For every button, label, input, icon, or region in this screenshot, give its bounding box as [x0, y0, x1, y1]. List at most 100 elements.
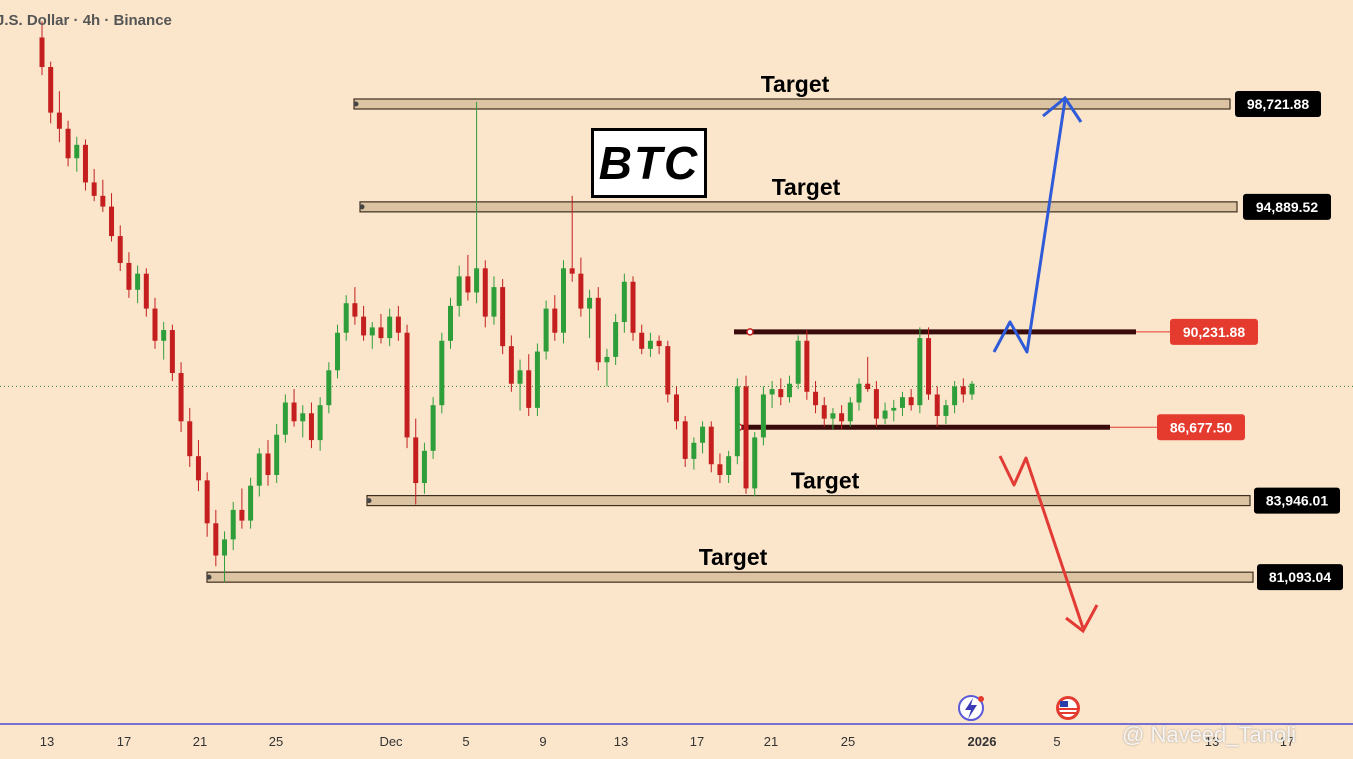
candle-body	[326, 370, 332, 406]
candle-body	[109, 206, 115, 237]
candle-body	[621, 281, 627, 322]
time-tick-label: 5	[1053, 734, 1060, 749]
target-label: Target	[772, 174, 841, 200]
candle-body	[552, 308, 558, 333]
candle-body	[760, 394, 766, 438]
candle-body	[143, 273, 149, 309]
time-tick-label: 25	[269, 734, 283, 749]
candle-body	[187, 421, 193, 457]
candle-body	[465, 276, 471, 293]
target-band[interactable]	[359, 201, 1238, 213]
candle-body	[908, 397, 914, 406]
candle-body	[804, 340, 810, 392]
target-band[interactable]	[366, 494, 1251, 507]
candle-body	[560, 268, 566, 333]
time-tick-label: 13	[1205, 734, 1219, 749]
price-tag	[1170, 318, 1258, 345]
candle-body	[700, 426, 706, 443]
candle-body	[343, 303, 349, 333]
price-tag-label: 90,231.88	[1183, 324, 1245, 340]
candle-body	[39, 37, 45, 68]
candle-body	[517, 370, 523, 384]
candle-body	[856, 383, 862, 403]
candle-body	[630, 281, 636, 333]
candle-body	[847, 402, 853, 422]
candle-body	[413, 437, 419, 484]
candle-body	[65, 128, 71, 159]
candle-body	[969, 383, 975, 395]
time-tick-label: 17	[117, 734, 131, 749]
time-tick-label: 5	[462, 734, 469, 749]
level-anchor-dot[interactable]	[359, 204, 365, 210]
candle-body	[274, 434, 280, 475]
candle-body	[960, 386, 966, 395]
candle-body	[161, 330, 167, 341]
candle-body	[387, 316, 393, 339]
price-tag	[1235, 91, 1321, 117]
time-tick-label: 25	[841, 734, 855, 749]
candle-body	[526, 370, 532, 408]
candle-body	[308, 413, 314, 441]
candle-body	[734, 386, 740, 457]
candle-body	[665, 346, 671, 395]
time-tick-label: 13	[40, 734, 54, 749]
bull-arrowhead	[1042, 95, 1083, 123]
price-tag-label: 81,093.04	[1269, 569, 1331, 585]
candle-body	[213, 523, 219, 556]
candle-body	[448, 305, 454, 341]
us-flag-event-icon[interactable]	[1056, 696, 1080, 720]
candle-body	[178, 372, 184, 422]
btc-title-box: BTC	[591, 128, 707, 198]
candle-body	[821, 405, 827, 419]
bull-projection-arrow	[992, 99, 1067, 354]
candle-body	[926, 338, 932, 395]
candle-body	[135, 273, 141, 290]
candle-body	[404, 332, 410, 438]
candle-body	[865, 383, 871, 390]
candle-body	[256, 453, 262, 486]
candle-body	[778, 389, 784, 398]
price-tag	[1254, 487, 1340, 514]
candle-body	[352, 303, 358, 317]
level-anchor-dot[interactable]	[353, 101, 359, 107]
candle-body	[543, 308, 549, 352]
time-tick-label: Dec	[379, 734, 403, 749]
time-axis: 13 17 21 25 Dec 5 9 13 17 21 25 2026 5 13 17	[0, 723, 1353, 749]
candle-body	[439, 340, 445, 406]
candle-body	[265, 453, 271, 475]
candle-body	[726, 456, 732, 475]
target-label: Target	[791, 468, 860, 494]
target-band[interactable]	[206, 571, 1254, 583]
level-anchor-dot[interactable]	[746, 328, 754, 336]
candle-body	[673, 394, 679, 422]
time-tick-label: 13	[614, 734, 628, 749]
price-tag	[1257, 564, 1343, 591]
candle-body	[361, 316, 367, 336]
candle-body	[813, 391, 819, 406]
price-tag-label: 86,677.50	[1170, 419, 1232, 435]
candle-body	[873, 389, 879, 419]
candle-body	[717, 464, 723, 475]
lightning-event-icon[interactable]	[958, 695, 984, 721]
candle-body	[152, 308, 158, 341]
candle-body	[248, 485, 254, 521]
candle-body	[204, 480, 210, 524]
candle-body	[300, 413, 306, 422]
candle-body	[395, 316, 401, 333]
candle-body	[239, 509, 245, 521]
candle-body	[421, 450, 427, 484]
candle-body	[795, 340, 801, 384]
candle-body	[430, 405, 436, 451]
candle-body	[91, 182, 97, 196]
level-anchor-dot[interactable]	[206, 574, 212, 580]
level-anchor-dot[interactable]	[366, 498, 372, 504]
candle-body	[569, 268, 575, 274]
candle-body	[491, 287, 497, 317]
target-band[interactable]	[353, 98, 1231, 110]
candle-body	[82, 144, 88, 183]
candle-body	[613, 321, 619, 357]
candle-body	[656, 340, 662, 347]
btc-title: BTC	[598, 137, 700, 189]
